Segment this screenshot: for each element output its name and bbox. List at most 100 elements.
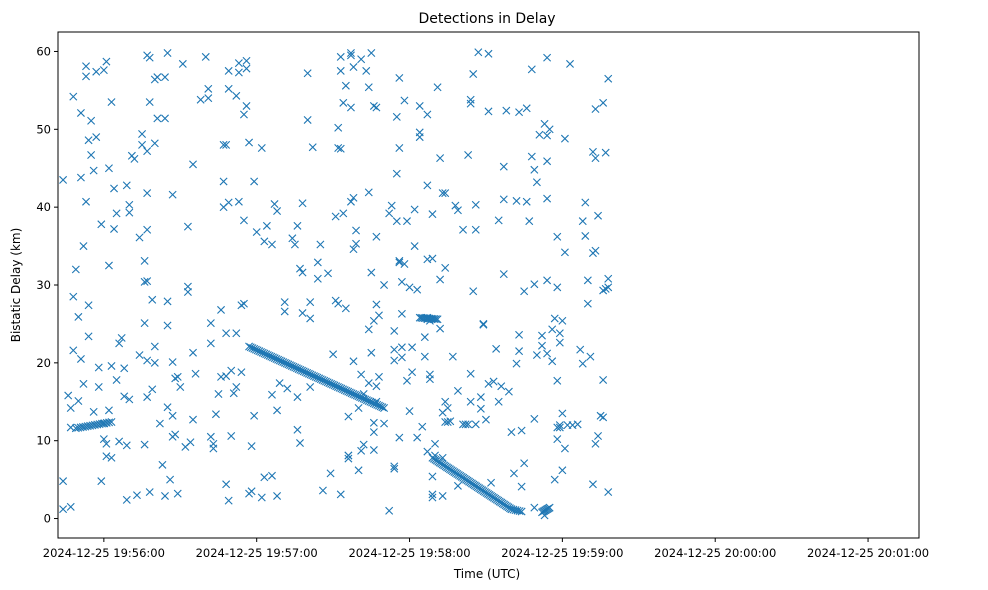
scatter-point [59,477,68,486]
y-tick-label: 30 [36,278,51,292]
scatter-point [206,339,215,348]
scatter-point [532,178,541,187]
scatter-point [76,423,85,432]
scatter-point [211,410,220,419]
scatter-point [380,404,389,412]
scatter-point [247,487,256,496]
scatter-point [578,217,587,226]
scatter-point [604,488,613,497]
scatter-point [436,324,445,333]
scatter-point [601,148,610,157]
scatter-point [502,106,511,115]
scatter-point [364,325,373,334]
scatter-point [64,391,73,400]
scatter-point [270,200,279,209]
scatter-point [517,426,526,435]
scatter-point [160,491,169,500]
scatter-point [405,283,414,292]
scatter-point [150,342,159,351]
scatter-point [227,366,236,375]
scatter-point [436,275,445,284]
scatter-point [104,406,113,415]
scatter-point [163,403,172,412]
scatter-point [245,138,254,147]
scatter-point [224,198,233,207]
scatter-point [120,392,129,401]
scatter-point [560,444,569,453]
scatter-point [267,471,276,480]
scatter-point [538,341,546,350]
scatter-point [453,386,462,395]
scatter-point [71,265,80,274]
scatter-point [464,420,473,429]
scatter-point [168,358,177,367]
scatter-point [543,276,552,285]
scatter-point [395,144,404,152]
scatter-point [90,420,99,429]
scatter-point [369,446,378,455]
scatter-point [110,184,119,193]
scatter-point [397,353,406,362]
scatter-point [219,140,228,149]
scatter-point [140,319,149,328]
scatter-point [125,208,134,217]
scatter-point [303,69,312,78]
scatter-point [594,211,603,220]
scatter-point [224,66,233,75]
scatter-point [204,94,213,103]
scatter-point [543,194,552,203]
scatter-point [349,193,358,202]
scatter-point [257,144,266,152]
scatter-point [395,256,404,265]
scatter-point [410,205,419,214]
scatter-point [359,440,368,449]
scatter-point [308,143,317,152]
scatter-point [380,281,389,289]
scatter-point [153,114,162,123]
y-tick-label: 50 [36,122,51,136]
scatter-point [364,188,373,197]
x-tick-label: 2024-12-25 20:00:00 [654,546,776,560]
scatter-point [306,298,315,307]
scatter-point [334,144,343,152]
scatter-point [176,382,185,391]
scatter-point [405,407,414,416]
scatter-point [166,475,175,484]
scatter-point [59,175,68,184]
scatter-point [515,108,524,117]
scatter-point [446,417,455,426]
scatter-point [555,421,564,430]
scatter-point [183,222,192,231]
scatter-point [591,105,600,114]
scatter-point [400,96,409,105]
scatter-point [99,435,108,444]
scatter-point [346,51,355,60]
scatter-point [148,385,157,394]
scatter-point [357,446,366,455]
scatter-point [234,197,243,206]
scatter-point [107,361,116,370]
scatter-point [76,108,85,117]
scatter-point [507,428,516,437]
scatter-point [522,197,531,206]
scatter-point [402,376,411,385]
scatter-point [82,197,91,206]
scatter-point [224,496,233,505]
scatter-point [150,358,159,367]
scatter-point [173,372,182,381]
scatter-point [476,393,485,402]
scatter-point [84,332,93,341]
scatter-point [247,442,256,451]
scatter-point [97,220,106,229]
scatter-point [191,369,200,378]
scatter-point [69,292,78,301]
scatter-point [107,98,116,107]
scatter-point [420,352,429,361]
scatter-point [82,72,91,81]
scatter-point [267,240,276,249]
y-tick-label: 0 [44,512,51,526]
scatter-point [341,81,350,90]
scatter-point [158,460,167,469]
scatter-point [471,200,480,209]
scatter-point [339,98,348,107]
